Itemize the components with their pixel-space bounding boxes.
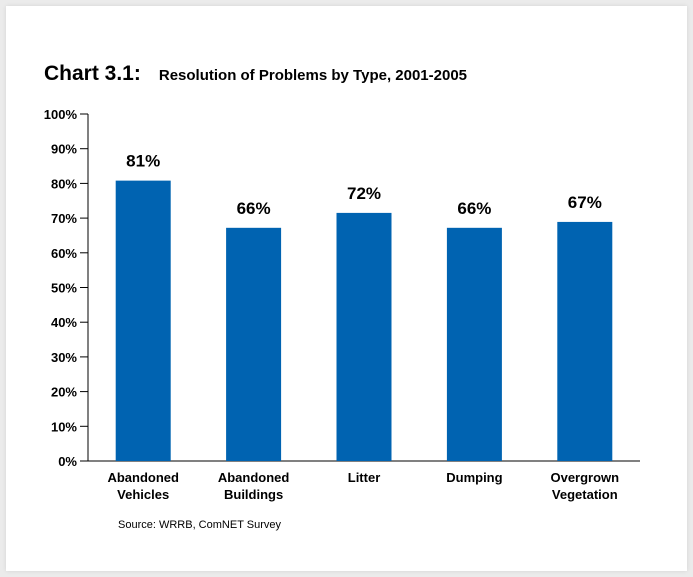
- data-label: 67%: [568, 193, 602, 212]
- y-tick-label: 50%: [51, 281, 77, 296]
- x-category-label: Vegetation: [552, 487, 618, 502]
- source-note: Source: WRRB, ComNET Survey: [118, 519, 282, 531]
- x-category-label: Abandoned: [107, 470, 179, 485]
- chart-title-text: Resolution of Problems by Type, 2001-200…: [158, 67, 468, 84]
- y-tick-label: 40%: [51, 315, 77, 330]
- x-category-label: Vehicles: [117, 487, 169, 502]
- x-category-label: Litter: [348, 470, 381, 485]
- data-label: 66%: [237, 199, 271, 218]
- x-category-label: Buildings: [224, 487, 283, 502]
- y-tick-label: 60%: [51, 246, 77, 261]
- chart-number: Chart 3.1:: [44, 62, 141, 85]
- x-category-label: Abandoned: [218, 470, 290, 485]
- y-tick-label: 20%: [51, 385, 77, 400]
- chart-title: Chart 3.1: Resolution of Problems by Typ…: [44, 62, 467, 92]
- data-label: 81%: [126, 152, 160, 171]
- y-tick-label: 90%: [51, 142, 77, 157]
- bar: [115, 180, 171, 461]
- bar: [226, 227, 282, 461]
- bar: [557, 221, 613, 461]
- y-tick-label: 80%: [51, 176, 77, 191]
- y-tick-label: 30%: [51, 350, 77, 365]
- data-label: 66%: [457, 199, 491, 218]
- data-label: 72%: [347, 184, 381, 203]
- y-tick-label: 100%: [44, 107, 78, 122]
- y-tick-label: 70%: [51, 211, 77, 226]
- y-tick-label: 0%: [58, 454, 77, 469]
- x-category-label: Dumping: [446, 470, 502, 485]
- bar: [446, 227, 502, 461]
- x-category-label: Overgrown: [550, 470, 619, 485]
- bar: [336, 212, 392, 461]
- y-tick-label: 10%: [51, 419, 77, 434]
